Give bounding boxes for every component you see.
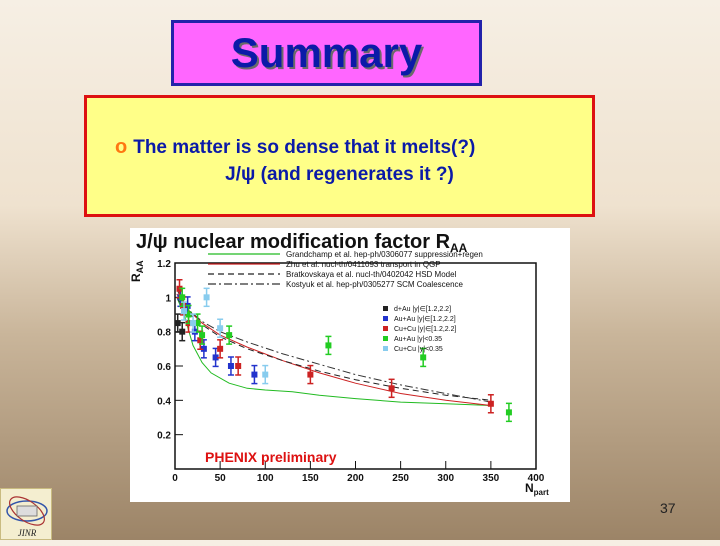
legend-label: Zhu et al. nucl-th/0411093 transport in … (286, 260, 441, 269)
x-tick-label: 0 (172, 473, 178, 484)
y-tick-label: 0.2 (157, 431, 171, 442)
x-tick-label: 250 (392, 473, 409, 484)
model-curve-4 (176, 288, 491, 403)
page-number: 37 (660, 500, 676, 516)
y-tick-label: 0.6 (157, 362, 171, 373)
x-ticks: 0 50 100 150 200 250 300 350 400 (172, 461, 545, 484)
y-tick-label: 1 (165, 293, 171, 304)
series-legend-marker (383, 346, 388, 351)
series-legend-label: Au+Au |y|<0.35 (394, 336, 442, 343)
chart-figure: J/ψ nuclear modification factor RAA RAA … (129, 228, 570, 502)
jinr-emblem-icon: JINR (6, 496, 48, 538)
series-legend-marker (383, 326, 388, 331)
x-tick-label: 150 (302, 473, 319, 484)
y-tick-label: 1.2 (157, 259, 171, 270)
legend-label: Grandchamp et al. hep-ph/0306077 suppres… (286, 250, 483, 259)
series-legend-marker (383, 316, 388, 321)
data-point-series-5 (190, 320, 197, 327)
data-point-series-4 (420, 354, 427, 361)
y-tick-label: 0.4 (157, 396, 171, 407)
bullet-marker: o (115, 136, 128, 158)
data-point-series-5 (203, 294, 210, 301)
series-legend-label: d+Au |y|∈[1.2,2.2] (394, 306, 451, 313)
x-axis-label: Npart (525, 481, 549, 497)
data-point-series-1 (179, 328, 186, 335)
model-curve-1 (176, 297, 491, 406)
legend: Grandchamp et al. hep-ph/0306077 suppres… (208, 250, 483, 289)
data-point-series-4 (505, 409, 512, 416)
data-point-series-3 (487, 400, 494, 407)
data-point-series-4 (185, 311, 192, 318)
data-point-series-3 (217, 345, 224, 352)
data-point-series-3 (197, 337, 204, 344)
bullet-line-2: J/ψ (and regenerates it ?) (225, 164, 454, 185)
bullet-line-1: o The matter is so dense that it melts(?) (115, 136, 475, 159)
data-point-series-4 (226, 332, 233, 339)
model-curve-2 (176, 293, 491, 406)
data-point-series-3 (388, 385, 395, 392)
data-point-series-2 (251, 371, 258, 378)
data-point-series-3 (307, 371, 314, 378)
data-point-series-5 (217, 325, 224, 332)
series-legend-marker (383, 306, 388, 311)
jinr-logo: JINR (0, 488, 52, 540)
series-legend-marker (383, 336, 388, 341)
watermark-text: PHENIX preliminary (205, 449, 337, 465)
data-point-series-4 (179, 294, 186, 301)
series-legend-label: Au+Au |y|∈[1.2,2.2] (394, 316, 456, 323)
data-point-series-2 (212, 354, 219, 361)
model-curve-3 (176, 297, 491, 401)
data-point-series-2 (200, 345, 207, 352)
series-legend: d+Au |y|∈[1.2,2.2] Au+Au |y|∈[1.2,2.2] Cu+… (383, 306, 457, 353)
y-tick-label: 0.8 (157, 328, 171, 339)
data-point-series-3 (235, 363, 242, 369)
x-tick-label: 100 (257, 473, 274, 484)
x-tick-label: 200 (347, 473, 364, 484)
chart-title: J/ψ nuclear modification factor RAA (136, 231, 468, 255)
logo-text: JINR (18, 528, 37, 538)
legend-label: Kostyuk et al. hep-ph/0305277 SCM Coales… (286, 280, 464, 289)
x-tick-label: 400 (528, 473, 545, 484)
x-tick-label: 300 (437, 473, 454, 484)
series-legend-label: Cu+Cu |y|<0.35 (394, 346, 443, 353)
data-point-series-2 (227, 363, 234, 369)
raa-chart: J/ψ nuclear modification factor RAA RAA … (129, 231, 549, 497)
plot-area (174, 262, 537, 470)
y-axis-label: RAA (130, 260, 145, 282)
data-point-series-4 (194, 320, 201, 327)
data-points (174, 279, 512, 423)
bullet-box: o The matter is so dense that it melts(?)… (84, 95, 595, 217)
series-legend-label: Cu+Cu |y|∈[1.2,2.2] (394, 326, 457, 333)
data-point-series-1 (174, 320, 181, 327)
x-tick-label: 50 (215, 473, 227, 484)
title-box: Summary (171, 20, 482, 86)
plot-frame (174, 262, 537, 470)
data-point-series-4 (199, 332, 206, 339)
data-point-series-4 (325, 342, 332, 349)
model-curves (176, 288, 491, 406)
x-tick-label: 350 (483, 473, 500, 484)
data-point-series-5 (262, 371, 269, 378)
slide-title: Summary (230, 29, 423, 76)
legend-label: Bratkovskaya et al. nucl-th/0402042 HSD … (286, 270, 457, 279)
data-point-series-5 (181, 308, 188, 315)
bullet-text-1: The matter is so dense that it melts(?) (133, 137, 476, 158)
